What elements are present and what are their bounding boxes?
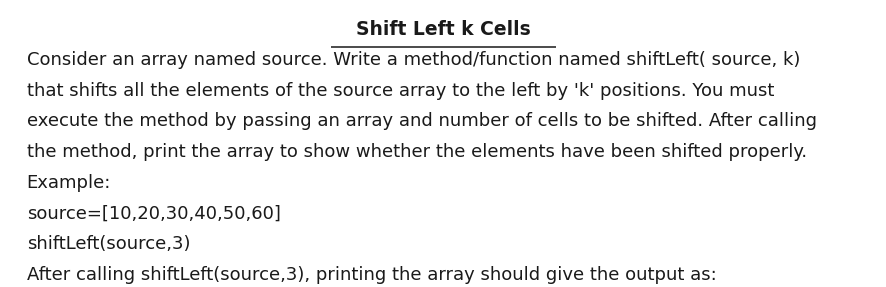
Text: execute the method by passing an array and number of cells to be shifted. After : execute the method by passing an array a… (27, 112, 816, 130)
Text: After calling shiftLeft(source,3), printing the array should give the output as:: After calling shiftLeft(source,3), print… (27, 266, 716, 284)
Text: Consider an array named source. Write a method/function named shiftLeft( source,: Consider an array named source. Write a … (27, 51, 799, 69)
Text: the method, print the array to show whether the elements have been shifted prope: the method, print the array to show whet… (27, 143, 806, 161)
Text: Example:: Example: (27, 174, 111, 192)
Text: source=[10,20,30,40,50,60]: source=[10,20,30,40,50,60] (27, 204, 280, 222)
Text: Shift Left k Cells: Shift Left k Cells (355, 20, 531, 39)
Text: shiftLeft(source,3): shiftLeft(source,3) (27, 235, 190, 253)
Text: that shifts all the elements of the source array to the left by 'k' positions. Y: that shifts all the elements of the sour… (27, 82, 773, 100)
